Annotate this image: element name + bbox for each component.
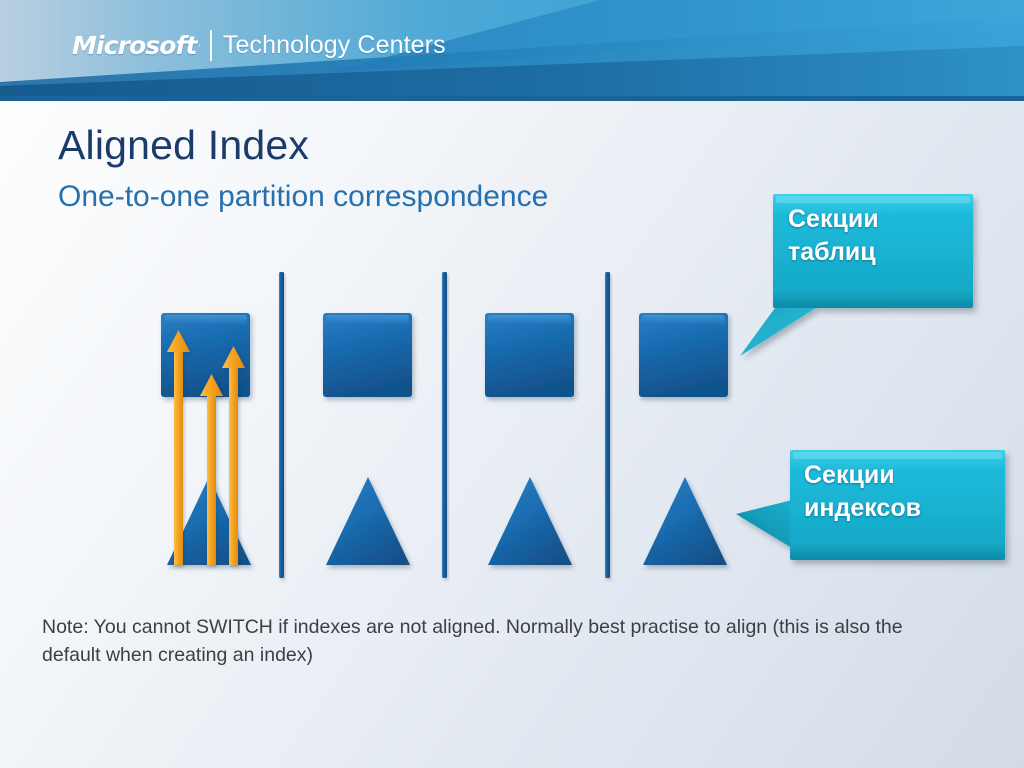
callout-index-sections-label: Секции индексов — [804, 461, 921, 522]
logo-product-text: Technology Centers — [222, 31, 446, 59]
callout-table-sections: Секции таблиц — [740, 186, 1000, 366]
callout-index-sections-shape — [736, 450, 1005, 560]
callout-table-sections-label: Секции таблиц — [788, 205, 879, 266]
slide-title: Aligned Index — [58, 122, 310, 168]
microsoft-technology-centers-logo: Microsoft · Technology Centers — [72, 30, 446, 61]
correspondence-arrows — [167, 330, 245, 565]
logo-registered-mark: · — [197, 40, 201, 51]
logo-divider — [209, 30, 212, 61]
table-partition-squares — [161, 313, 728, 397]
header-banner: Microsoft · Technology Centers — [0, 0, 1024, 101]
slide-subtitle: One-to-one partition correspondence — [58, 180, 549, 213]
partition-divider-group — [279, 272, 610, 578]
correspondence-arrow — [167, 330, 190, 565]
correspondence-arrow — [200, 374, 223, 565]
callout-index-sections: Секции индексов — [730, 442, 1015, 570]
note-text: Note: You cannot SWITCH if indexes are n… — [42, 616, 903, 666]
correspondence-arrow — [222, 346, 245, 565]
logo-brand-text: Microsoft — [72, 31, 197, 60]
index-partition-triangles — [167, 477, 727, 565]
header-banner-graphic — [0, 0, 1024, 101]
callout-table-sections-shape — [740, 194, 973, 356]
